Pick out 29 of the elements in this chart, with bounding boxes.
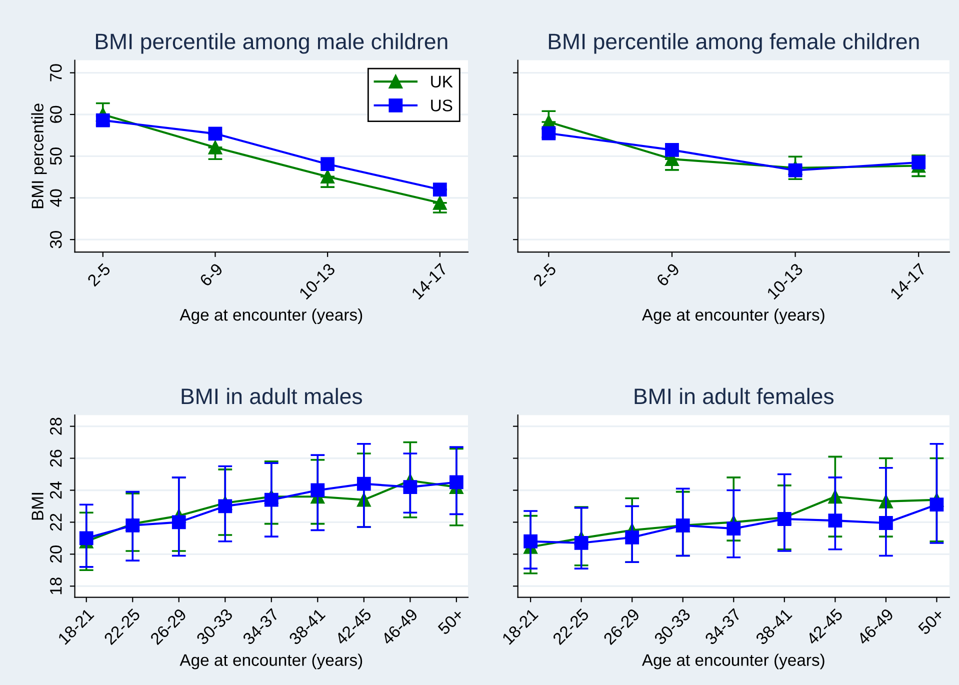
y-tick-label: 20 [50, 546, 62, 563]
y-tick-label: 22 [50, 514, 62, 531]
x-tick-label: 2-5 [86, 262, 112, 287]
y-tick-label: 50 [50, 148, 62, 165]
x-tick-label: 2-5 [532, 262, 557, 287]
x-axis-title: Age at encounter (years) [180, 308, 362, 324]
x-tick-label: 50+ [437, 608, 465, 636]
y-tick-label: 40 [50, 189, 62, 207]
chart-title: BMI in adult males [182, 388, 362, 404]
y-axis-title: BMI [32, 492, 44, 520]
legend-label: US [431, 100, 452, 112]
x-tick-label: 6-9 [656, 262, 680, 287]
y-tick-label: 28 [50, 418, 62, 435]
x-axis-title: Age at encounter (years) [180, 654, 362, 670]
chart-title: BMI in adult females [634, 388, 834, 404]
x-tick-label: 50+ [918, 608, 945, 636]
y-tick-label: 30 [50, 230, 62, 248]
chart-title: BMI percentile among male children [96, 33, 448, 54]
y-tick-label: 70 [50, 64, 62, 82]
y-tick-label: 26 [50, 450, 62, 467]
x-axis-title: Age at encounter (years) [642, 654, 824, 670]
y-tick-label: 18 [50, 578, 62, 594]
y-tick-label: 24 [50, 481, 62, 499]
x-axis-title: Age at encounter (years) [642, 308, 824, 324]
y-tick-label: 60 [50, 106, 62, 123]
chart-title: BMI percentile among female children [548, 33, 919, 54]
x-tick-label: 6-9 [199, 262, 224, 287]
y-axis-title: BMI percentile [31, 104, 47, 208]
legend-label: UK [431, 76, 453, 88]
